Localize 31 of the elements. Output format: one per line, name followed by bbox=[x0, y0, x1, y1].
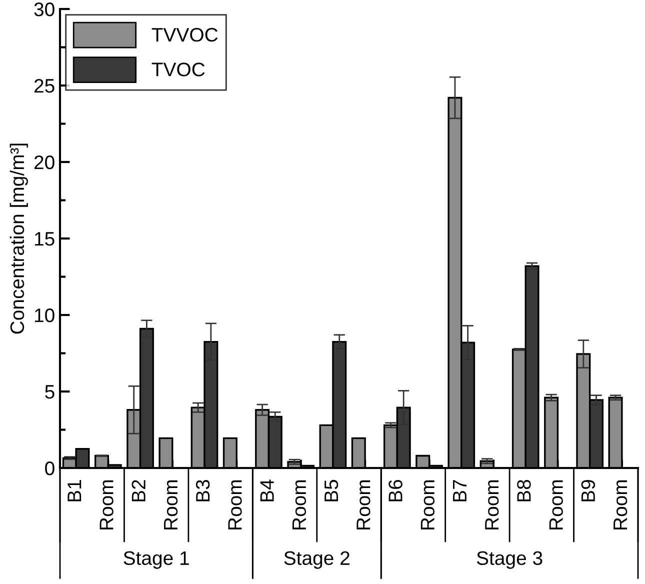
legend-label: TVVOC bbox=[152, 28, 218, 42]
y-tick-label: 20 bbox=[34, 155, 54, 170]
legend-label: TVOC bbox=[152, 62, 205, 76]
x-tick-label: Room bbox=[100, 480, 114, 530]
y-tick-label: 25 bbox=[34, 78, 54, 93]
y-tick-label: 30 bbox=[34, 2, 54, 16]
x-tick-label: B7 bbox=[453, 480, 466, 502]
x-tick-label: B5 bbox=[324, 480, 338, 502]
y-tick-label: 5 bbox=[45, 385, 54, 399]
y-tick-label: 0 bbox=[45, 461, 54, 476]
x-tick-label: Room bbox=[164, 480, 178, 530]
x-tick-label: Room bbox=[228, 480, 242, 530]
x-tick-label: Room bbox=[356, 480, 370, 530]
x-tick-label: Room bbox=[292, 480, 306, 530]
y-axis-title: Concentration [mg/m³] bbox=[10, 144, 28, 334]
x-tick-label: Room bbox=[485, 480, 499, 530]
y-tick-label: 10 bbox=[34, 308, 54, 322]
x-tick-label: B1 bbox=[68, 480, 82, 502]
x-tick-label: B6 bbox=[388, 480, 402, 502]
x-tick-label: B8 bbox=[517, 480, 531, 502]
x-tick-label: Room bbox=[549, 480, 563, 530]
x-tick-label: B9 bbox=[581, 480, 596, 502]
x-tick-label: Room bbox=[614, 480, 628, 530]
text: Stage 3 bbox=[476, 551, 542, 569]
x-tick-label: Room bbox=[420, 480, 434, 530]
y-tick-label: 15 bbox=[34, 232, 54, 246]
x-tick-label: B4 bbox=[260, 480, 274, 502]
text: Stage 1 bbox=[124, 551, 189, 569]
x-tick-label: B3 bbox=[196, 480, 210, 502]
x-tick-label: B2 bbox=[132, 480, 146, 502]
text: Stage 2 bbox=[284, 551, 350, 569]
